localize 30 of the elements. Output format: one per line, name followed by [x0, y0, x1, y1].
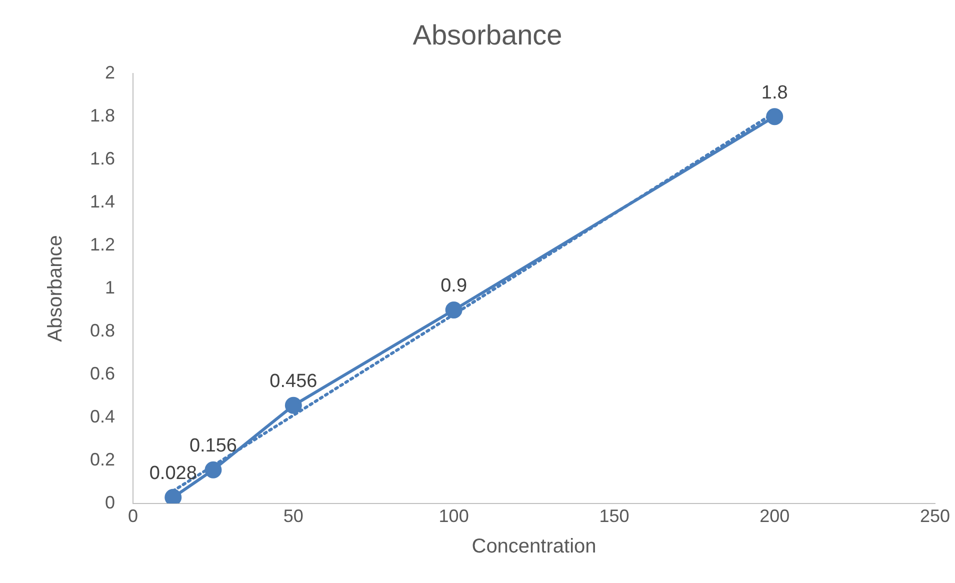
- point: [445, 301, 462, 318]
- y-tick-label: 0.2: [90, 449, 116, 470]
- y-tick-label: 0: [105, 492, 116, 512]
- y-tick-label: 1.2: [90, 234, 116, 254]
- y-tick-label: 0.8: [90, 320, 116, 340]
- x-tick-label: 200: [760, 506, 790, 526]
- y-tick-label: 1: [105, 277, 116, 298]
- chart-title: Absorbance: [412, 20, 562, 51]
- data-label: 0.9: [440, 276, 468, 297]
- data-label: 0.028: [149, 463, 197, 484]
- x-tick-label: 0: [128, 506, 138, 526]
- point: [204, 461, 222, 478]
- data-label: 1.8: [761, 82, 788, 104]
- data-label: 0.456: [270, 371, 318, 392]
- x-axis-title: Concentration: [472, 536, 596, 558]
- point: [284, 396, 302, 414]
- y-axis-title: Absorbance: [44, 235, 67, 342]
- y-tick-label: 1.4: [90, 192, 116, 212]
- x-tick-label: 50: [283, 506, 304, 526]
- point: [766, 108, 784, 126]
- point: [164, 488, 182, 504]
- y-tick-label: 0.6: [90, 363, 116, 384]
- y-tick-label: 2: [105, 62, 116, 83]
- x-tick-label: 100: [438, 506, 469, 526]
- data-label: 0.156: [189, 436, 237, 457]
- y-tick-label: 0.4: [90, 406, 116, 426]
- y-tick-label: 1.6: [90, 148, 116, 169]
- x-tick-label: 150: [599, 506, 630, 526]
- y-tick-label: 1.8: [90, 106, 116, 126]
- x-tick-label: 250: [920, 506, 950, 526]
